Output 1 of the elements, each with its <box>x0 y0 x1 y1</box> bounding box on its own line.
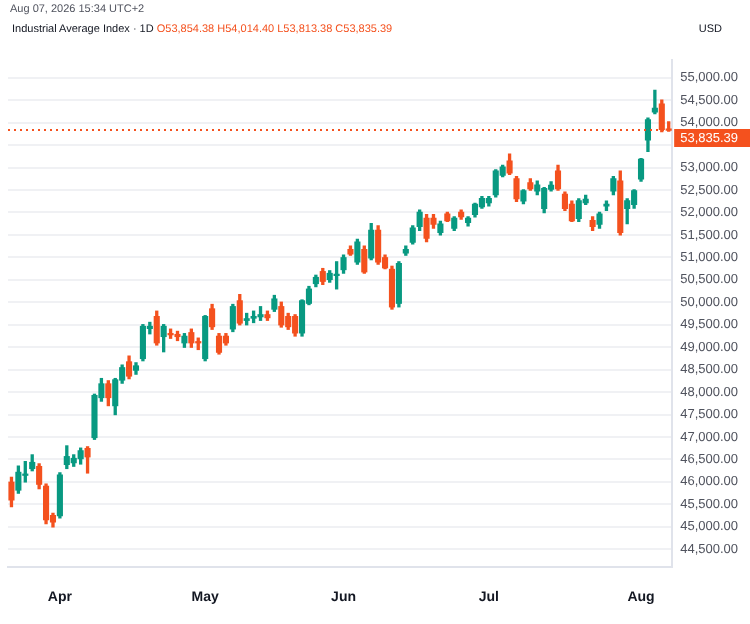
candlestick <box>651 89 658 115</box>
